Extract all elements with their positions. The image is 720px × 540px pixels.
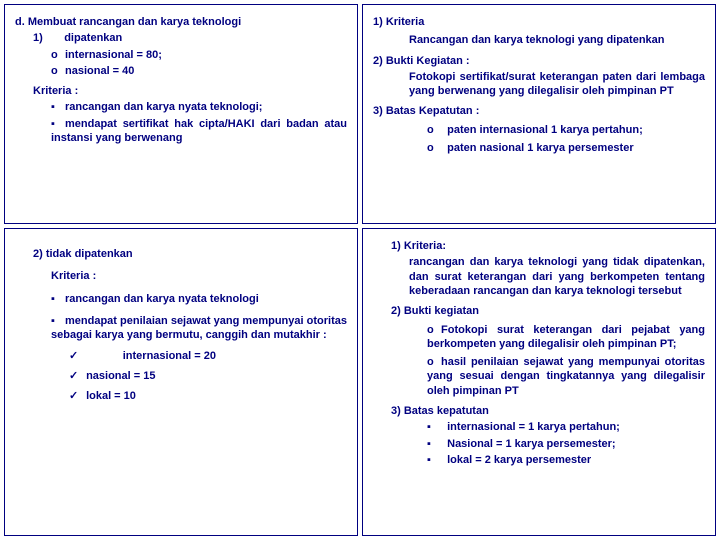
kriteria-heading: 1) Kriteria: xyxy=(373,239,705,253)
check-icon: ✓ xyxy=(69,349,83,363)
check-icon: ✓ xyxy=(69,389,83,403)
val-text: internasional = 20 xyxy=(123,350,216,362)
batas-item-2: ▪ Nasional = 1 karya persemester; xyxy=(373,437,705,451)
batas-item-3: ▪ lokal = 2 karya persemester xyxy=(373,453,705,467)
kriteria-item-1: ▪rancangan dan karya nyata teknologi; xyxy=(15,100,347,114)
kriteria-heading: Kriteria : xyxy=(15,84,347,98)
bukti-heading: 2) Bukti kegiatan xyxy=(373,304,705,318)
square-bullet-icon: ▪ xyxy=(427,453,441,467)
title: d. Membuat rancangan dan karya teknologi xyxy=(15,15,347,29)
val-text: nasional = 15 xyxy=(86,370,155,382)
panel-top-left: d. Membuat rancangan dan karya teknologi… xyxy=(4,4,358,224)
circle-bullet-icon: o xyxy=(427,123,441,137)
square-bullet-icon: ▪ xyxy=(427,420,441,434)
val-internasional: internasional = 80; xyxy=(65,49,162,61)
bukti-heading: 2) Bukti Kegiatan : xyxy=(373,54,705,68)
batas-heading: 3) Batas Kepatutan : xyxy=(373,104,705,118)
batas-heading: 3) Batas kepatutan xyxy=(373,404,705,418)
square-bullet-icon: ▪ xyxy=(51,100,65,114)
bukti-item-2: ohasil penilaian sejawat yang mempunyai … xyxy=(373,355,705,398)
kriteria-text-2: mendapat penilaian sejawat yang mempunya… xyxy=(51,315,347,341)
batas-text-1: paten internasional 1 karya pertahun; xyxy=(447,124,643,136)
val-nasional: nasional = 40 xyxy=(65,65,134,77)
batas-item-1: o paten internasional 1 karya pertahun; xyxy=(373,123,705,137)
circle-bullet-icon: o xyxy=(427,323,441,337)
batas-text-2: Nasional = 1 karya persemester; xyxy=(447,438,615,450)
circle-bullet-icon: o xyxy=(427,141,441,155)
bukti-item-1: oFotokopi surat keterangan dari pejabat … xyxy=(373,323,705,352)
label-dipatenkan: dipatenkan xyxy=(64,32,122,44)
batas-text-2: paten nasional 1 karya persemester xyxy=(447,142,633,154)
batas-item-2: o paten nasional 1 karya persemester xyxy=(373,141,705,155)
kriteria-item-2: ▪mendapat sertifikat hak cipta/HAKI dari… xyxy=(15,117,347,146)
bukti-text: Fotokopi sertifikat/surat keterangan pat… xyxy=(373,70,705,99)
circle-bullet-icon: o xyxy=(427,355,441,369)
batas-item-1: ▪ internasional = 1 karya pertahun; xyxy=(373,420,705,434)
circle-bullet-icon: o xyxy=(51,64,65,78)
square-bullet-icon: ▪ xyxy=(427,437,441,451)
bukti-text-1: Fotokopi surat keterangan dari pejabat y… xyxy=(427,324,705,350)
square-bullet-icon: ▪ xyxy=(51,292,65,306)
batas-text-1: internasional = 1 karya pertahun; xyxy=(447,421,620,433)
panel-bottom-right: 1) Kriteria: rancangan dan karya teknolo… xyxy=(362,228,716,536)
kriteria-text: rancangan dan karya teknologi yang tidak… xyxy=(373,255,705,298)
check-icon: ✓ xyxy=(69,369,83,383)
val-nasional: ✓ nasional = 15 xyxy=(15,369,347,383)
item-1: 1) dipatenkan xyxy=(15,31,347,45)
heading-tidak-dipatenkan: 2) tidak dipatenkan xyxy=(15,247,347,261)
kriteria-item-1: ▪rancangan dan karya nyata teknologi xyxy=(15,292,347,306)
val-internasional: ✓ internasional = 20 xyxy=(15,349,347,363)
val-text: lokal = 10 xyxy=(86,390,136,402)
square-bullet-icon: ▪ xyxy=(51,314,65,328)
sub-nasional: onasional = 40 xyxy=(15,64,347,78)
kriteria-text-1: rancangan dan karya nyata teknologi; xyxy=(65,101,262,113)
circle-bullet-icon: o xyxy=(51,48,65,62)
batas-text-3: lokal = 2 karya persemester xyxy=(447,454,591,466)
kriteria-heading: Kriteria : xyxy=(15,269,347,283)
kriteria-text-2: mendapat sertifikat hak cipta/HAKI dari … xyxy=(51,118,347,144)
panel-bottom-left: 2) tidak dipatenkan Kriteria : ▪rancanga… xyxy=(4,228,358,536)
bukti-text-2: hasil penilaian sejawat yang mempunyai o… xyxy=(427,356,705,397)
num-1: 1) xyxy=(33,32,43,44)
panel-top-right: 1) Kriteria Rancangan dan karya teknolog… xyxy=(362,4,716,224)
kriteria-item-2: ▪mendapat penilaian sejawat yang mempuny… xyxy=(15,314,347,343)
kriteria-heading: 1) Kriteria xyxy=(373,15,705,29)
kriteria-text: Rancangan dan karya teknologi yang dipat… xyxy=(373,33,705,47)
sub-internasional: ointernasional = 80; xyxy=(15,48,347,62)
square-bullet-icon: ▪ xyxy=(51,117,65,131)
kriteria-text-1: rancangan dan karya nyata teknologi xyxy=(65,293,259,305)
val-lokal: ✓ lokal = 10 xyxy=(15,389,347,403)
